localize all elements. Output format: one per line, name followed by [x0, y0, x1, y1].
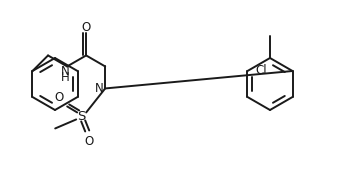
Text: O: O — [81, 21, 91, 34]
Text: N: N — [95, 82, 104, 95]
Text: N: N — [61, 65, 69, 78]
Text: H: H — [61, 71, 69, 84]
Text: O: O — [55, 91, 64, 104]
Text: S: S — [77, 110, 85, 123]
Text: O: O — [85, 135, 94, 148]
Text: Cl: Cl — [256, 65, 267, 78]
